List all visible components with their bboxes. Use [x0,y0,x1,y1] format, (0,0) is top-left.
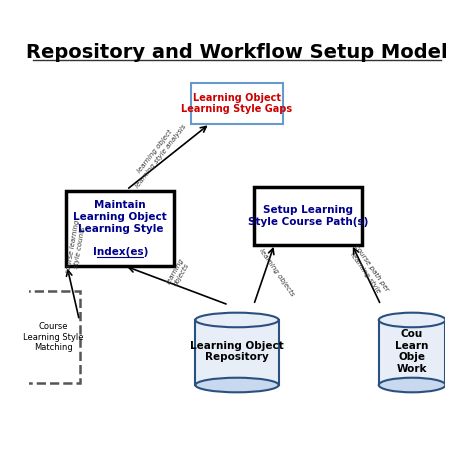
Text: Cou
Learn
Obje
Work: Cou Learn Obje Work [395,329,429,374]
Text: Learning Object
Repository: Learning Object Repository [190,341,284,363]
Ellipse shape [379,378,446,392]
FancyBboxPatch shape [23,291,80,383]
FancyBboxPatch shape [254,187,362,246]
Text: Maintain
Learning Object
Learning Style: Maintain Learning Object Learning Style [73,201,167,234]
Text: course path per
learning style: course path per learning style [347,244,390,297]
Bar [379,320,446,385]
Text: Course
Learning Style
Matching: Course Learning Style Matching [23,322,84,352]
Ellipse shape [379,313,446,327]
Text: Index(es): Index(es) [92,246,148,256]
Ellipse shape [195,313,279,327]
Text: Repository and Workflow Setup Model: Repository and Workflow Setup Model [26,43,448,62]
Text: learning object
learning style analysis: learning object learning style analysis [128,118,187,189]
Text: Learning Object
Learning Style Gaps: Learning Object Learning Style Gaps [182,93,292,114]
Text: learning
objects: learning objects [166,256,191,288]
Text: Setup Learning
Style Course Path(s): Setup Learning Style Course Path(s) [248,205,368,227]
FancyBboxPatch shape [66,191,174,266]
Bar [195,320,279,385]
Text: course learning
style counts: course learning style counts [65,219,88,275]
Text: learning objects: learning objects [258,247,295,297]
FancyBboxPatch shape [191,83,283,124]
Ellipse shape [195,378,279,392]
